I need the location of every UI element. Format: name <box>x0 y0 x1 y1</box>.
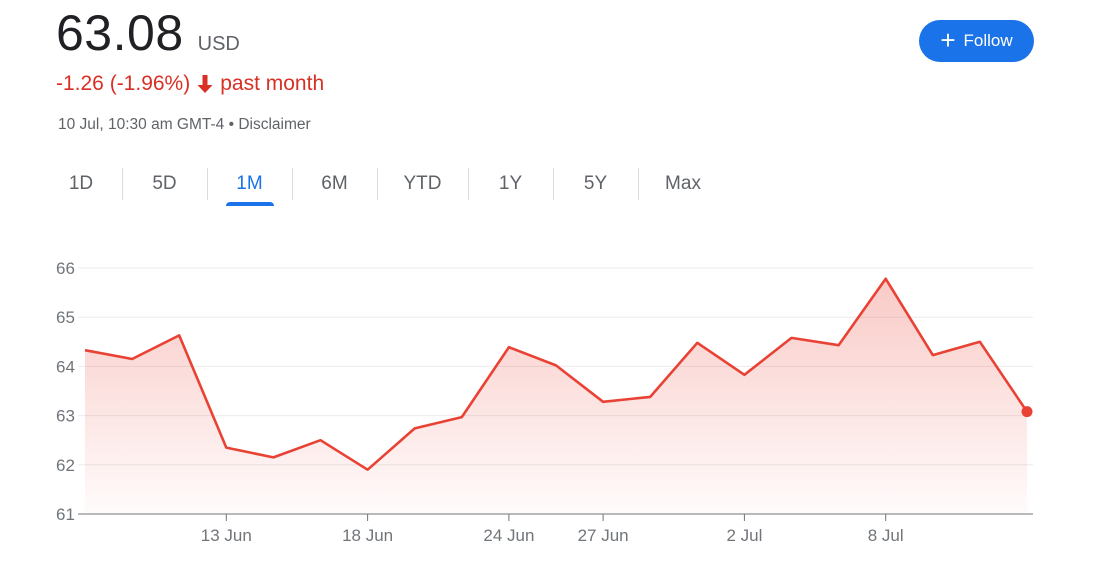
tab-1d[interactable]: 1D <box>40 164 122 204</box>
tab-label: 1M <box>236 173 263 194</box>
tab-label: Max <box>665 173 701 194</box>
x-tick-label: 13 Jun <box>201 526 252 545</box>
price-change: -1.26 (-1.96%) past month <box>56 72 324 96</box>
y-tick-label: 66 <box>56 259 75 278</box>
tab-1y[interactable]: 1Y <box>468 164 553 204</box>
x-tick-label: 2 Jul <box>726 526 762 545</box>
price-header: 63.08 USD <box>56 4 240 62</box>
tab-ytd[interactable]: YTD <box>377 164 468 204</box>
currency-label: USD <box>197 33 240 55</box>
tab-label: YTD <box>403 173 442 194</box>
tab-label: 5Y <box>583 173 608 194</box>
y-tick-label: 63 <box>56 407 75 426</box>
tab-label: 1Y <box>498 173 523 194</box>
follow-label: Follow <box>963 31 1013 50</box>
tab-label: 5D <box>152 173 177 194</box>
x-tick-label: 18 Jun <box>342 526 393 545</box>
plus-icon: + <box>940 25 956 55</box>
price-area <box>85 278 1027 514</box>
tab-max[interactable]: Max <box>638 164 728 204</box>
tab-label: 6M <box>321 173 348 194</box>
arrow-down-icon <box>197 75 213 93</box>
tab-6m[interactable]: 6M <box>292 164 377 204</box>
y-tick-label: 64 <box>56 357 75 376</box>
y-axis-ticks: 61 62 63 64 65 66 <box>56 259 75 524</box>
y-tick-label: 65 <box>56 308 75 327</box>
disclaimer-link[interactable]: Disclaimer <box>238 116 311 133</box>
meta-separator: • <box>228 116 235 133</box>
x-tick-label: 8 Jul <box>868 526 904 545</box>
change-amount: -1.26 (-1.96%) <box>56 72 191 95</box>
follow-button[interactable]: + Follow <box>919 20 1034 62</box>
tab-1m[interactable]: 1M <box>207 164 292 204</box>
tab-5d[interactable]: 5D <box>122 164 207 204</box>
range-tabs: 1D 5D 1M 6M YTD 1Y 5Y Max <box>40 164 728 204</box>
quote-meta: 10 Jul, 10:30 am GMT-4 • Disclaimer <box>58 116 311 134</box>
tab-5y[interactable]: 5Y <box>553 164 638 204</box>
tab-label: 1D <box>68 173 94 194</box>
y-tick-label: 62 <box>56 456 75 475</box>
x-tick-label: 27 Jun <box>578 526 629 545</box>
price-points <box>1021 406 1033 418</box>
price-line <box>84 277 1029 471</box>
last-price-marker <box>1021 406 1033 418</box>
x-tick-label: 24 Jun <box>483 526 534 545</box>
timestamp: 10 Jul, 10:30 am GMT-4 <box>58 116 225 133</box>
x-axis-ticks: 13 Jun 18 Jun 24 Jun 27 Jun 2 Jul 8 Jul <box>201 514 904 545</box>
change-period: past month <box>220 72 325 95</box>
y-tick-label: 61 <box>56 505 75 524</box>
current-price: 63.08 <box>56 5 184 61</box>
